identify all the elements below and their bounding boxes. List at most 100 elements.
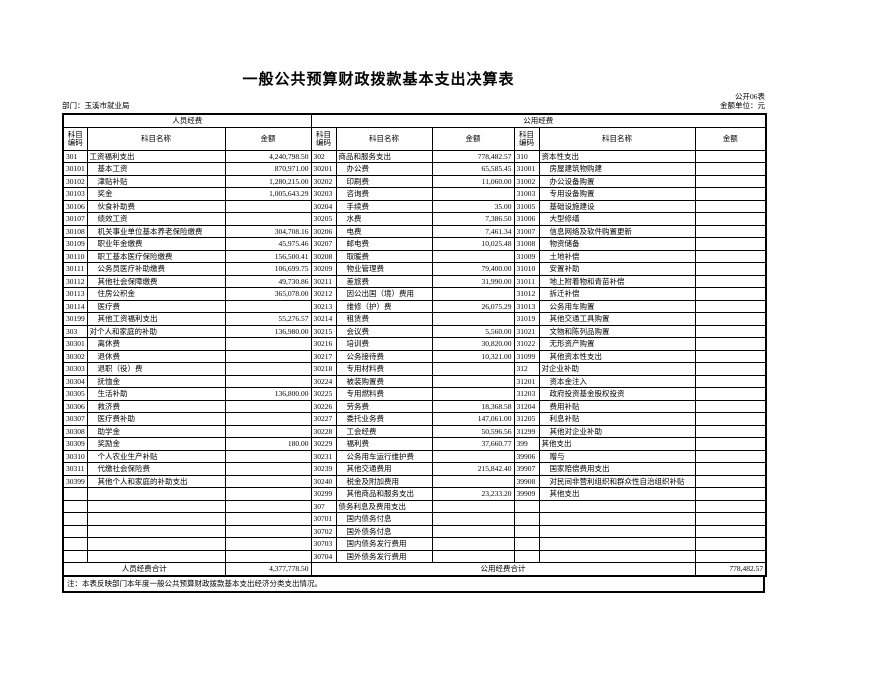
subject-code-cell: 31204 — [513, 399, 540, 413]
amount-cell: 180.00 — [224, 437, 312, 451]
table-row: 30107 绩效工资 30205 水费 7,386.50 31006 大型修缮 — [62, 212, 767, 226]
subject-name-cell: 其他个人和家庭的补助支出 — [86, 474, 226, 488]
subject-code-cell: 30206 — [310, 224, 337, 238]
subject-name-cell: 被装购置费 — [335, 374, 433, 388]
table-row: 307 债务利息及费用支出 — [62, 499, 767, 513]
table-row: 30702 国外债务付息 — [62, 524, 767, 538]
subject-code-cell: 303 — [62, 324, 88, 338]
subject-name-cell: 取暖费 — [335, 249, 433, 263]
subject-name-cell: 医疗费补助 — [86, 412, 226, 426]
subject-code-cell: 30205 — [310, 212, 337, 226]
amount-cell — [694, 324, 767, 338]
table-body: 301 工资福利支出 4,240,798.50 302 商品和服务支出 778,482.5… — [62, 149, 767, 563]
subject-name-cell: 住房公积金 — [86, 287, 226, 301]
subject-name-cell: 个人农业生产补贴 — [86, 449, 226, 463]
amount-cell: 26,075.29 — [431, 299, 515, 313]
subject-code-cell: 301 — [62, 149, 88, 163]
subject-code-cell: 30306 — [62, 399, 88, 413]
subject-name-cell: 利息补贴 — [538, 412, 696, 426]
subject-name-cell: 福利费 — [335, 437, 433, 451]
personnel-total-label: 人员经费合计 — [62, 562, 226, 576]
subject-name-cell: 维修（护）费 — [335, 299, 433, 313]
department-label: 部门：玉溪市就业局 — [62, 101, 130, 110]
table-row: 30704 国外债务发行费用 — [62, 549, 767, 563]
table-row: 30113 住房公积金 365,078.00 30212 因公出国（境）费用 31012 拆… — [62, 287, 767, 301]
subject-code-cell: 31008 — [513, 237, 540, 251]
subject-code-cell: 30704 — [310, 549, 337, 563]
subject-name-cell: 印刷费 — [335, 174, 433, 188]
subject-name-cell: 绩效工资 — [86, 212, 226, 226]
subject-code-cell: 31005 — [513, 199, 540, 213]
table-row: 30303 退职（役）费 30218 专用材料费 312 对企业补助 — [62, 362, 767, 376]
subject-name-cell: 劳务费 — [335, 399, 433, 413]
amount-cell: 778,482.57 — [431, 149, 515, 163]
amount-cell — [224, 449, 312, 463]
subject-code-cell: 30218 — [310, 362, 337, 376]
subject-code-cell: 30112 — [62, 274, 88, 288]
amount-cell — [694, 412, 767, 426]
subject-code-cell: 302 — [310, 149, 337, 163]
subject-code-cell: 30108 — [62, 224, 88, 238]
amount-cell — [431, 287, 515, 301]
subject-code-cell: 30113 — [62, 287, 88, 301]
subject-code-cell: 30209 — [310, 262, 337, 276]
amount-cell — [224, 462, 312, 476]
subject-code-cell: 30204 — [310, 199, 337, 213]
report-sheet: 一般公共预算财政拨款基本支出决算表 公开06表 部门：玉溪市就业局 金额单位：元… — [62, 0, 768, 593]
table-row: 30199 其他工资福利支出 55,276.57 30214 租赁费 31019 其他交通工… — [62, 312, 767, 326]
subject-code-cell — [513, 512, 540, 526]
subject-name-cell: 会议费 — [335, 324, 433, 338]
subject-name-cell: 公务员医疗补助缴费 — [86, 262, 226, 276]
subject-code-cell: 30114 — [62, 299, 88, 313]
subject-code-cell: 30208 — [310, 249, 337, 263]
amount-cell — [224, 524, 312, 538]
public-total-label: 公用经费合计 — [310, 562, 696, 576]
amount-cell — [224, 199, 312, 213]
subject-code-cell: 31099 — [513, 349, 540, 363]
amount-cell — [694, 437, 767, 451]
subject-code-cell: 30701 — [310, 512, 337, 526]
amount-cell: 45,975.46 — [224, 237, 312, 251]
column-header-row: 科目编码 科目名称 金额 科目编码 科目名称 金额 科目编码 科目名称 金额 — [62, 126, 767, 151]
personnel-group-header: 人员经费 — [62, 113, 312, 128]
subject-code-cell: 30229 — [310, 437, 337, 451]
amount-cell: 215,842.40 — [431, 462, 515, 476]
subject-name-cell: 咨询费 — [335, 187, 433, 201]
form-code: 公开06表 — [735, 92, 765, 101]
subject-code-cell: 30217 — [310, 349, 337, 363]
amount-cell: 870,971.00 — [224, 162, 312, 176]
subject-name-cell: 其他对企业补助 — [538, 424, 696, 438]
col-header-amount: 金额 — [694, 126, 767, 151]
amount-cell: 65,585.45 — [431, 162, 515, 176]
amount-cell — [694, 237, 767, 251]
table-row: 30305 生活补助 136,800.00 30225 专用燃料费 31203 政府投资基金… — [62, 387, 767, 401]
subject-code-cell: 31011 — [513, 274, 540, 288]
subject-code-cell: 30301 — [62, 337, 88, 351]
table-row: 30110 职工基本医疗保险缴费 156,500.41 30208 取暖费 31009 土地… — [62, 249, 767, 263]
subject-name-cell: 土地补偿 — [538, 249, 696, 263]
amount-cell: 30,820.00 — [431, 337, 515, 351]
amount-cell — [431, 499, 515, 513]
subject-name-cell: 职工基本医疗保险缴费 — [86, 249, 226, 263]
amount-cell — [224, 487, 312, 501]
expenditure-table: 人员经费 公用经费 科目编码 科目名称 金额 科目编码 科目名称 金额 科目编码… — [62, 113, 768, 577]
subject-name-cell: 奖励金 — [86, 437, 226, 451]
subject-code-cell — [62, 549, 88, 563]
table-row: 30701 国内债务付息 — [62, 512, 767, 526]
subject-name-cell: 商品和服务支出 — [335, 149, 433, 163]
subject-code-cell: 30212 — [310, 287, 337, 301]
amount-cell: 106,699.75 — [224, 262, 312, 276]
subject-code-cell — [62, 524, 88, 538]
amount-cell — [224, 549, 312, 563]
subject-code-cell: 30224 — [310, 374, 337, 388]
subject-name-cell: 培训费 — [335, 337, 433, 351]
subject-code-cell: 30305 — [62, 387, 88, 401]
subject-code-cell: 31007 — [513, 224, 540, 238]
amount-cell — [694, 249, 767, 263]
subject-code-cell: 39907 — [513, 462, 540, 476]
subject-name-cell: 救济费 — [86, 399, 226, 413]
subject-name-cell: 伙食补助费 — [86, 199, 226, 213]
subject-name-cell: 房屋建筑物购建 — [538, 162, 696, 176]
table-row: 30106 伙食补助费 30204 手续费 35.00 31005 基础设施建设 — [62, 199, 767, 213]
subject-code-cell: 30228 — [310, 424, 337, 438]
